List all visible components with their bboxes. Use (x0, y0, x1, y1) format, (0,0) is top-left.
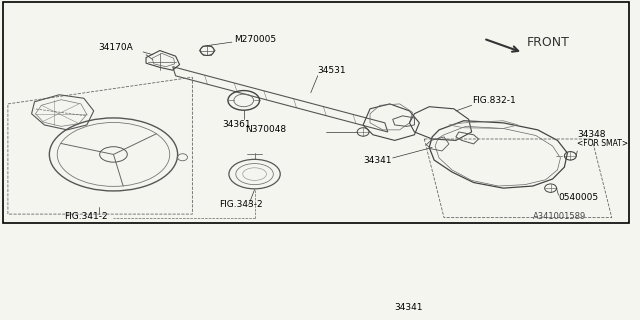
Text: FIG.341-2: FIG.341-2 (64, 212, 108, 221)
Text: 34170A: 34170A (99, 43, 133, 52)
Text: <FOR SMAT>: <FOR SMAT> (577, 140, 628, 148)
Text: A341001589: A341001589 (533, 212, 586, 221)
Text: M270005: M270005 (234, 35, 276, 44)
Text: 34348: 34348 (577, 130, 605, 139)
Text: FIG.343-2: FIG.343-2 (219, 201, 262, 210)
Text: 34341: 34341 (364, 156, 392, 164)
Text: 34341: 34341 (395, 303, 423, 312)
Text: N370048: N370048 (244, 125, 286, 134)
Text: FIG.832-1: FIG.832-1 (472, 96, 515, 105)
Text: 0540005: 0540005 (559, 194, 598, 203)
Text: 34531: 34531 (317, 66, 346, 75)
Text: FRONT: FRONT (527, 36, 570, 49)
Text: 34361: 34361 (222, 120, 251, 130)
